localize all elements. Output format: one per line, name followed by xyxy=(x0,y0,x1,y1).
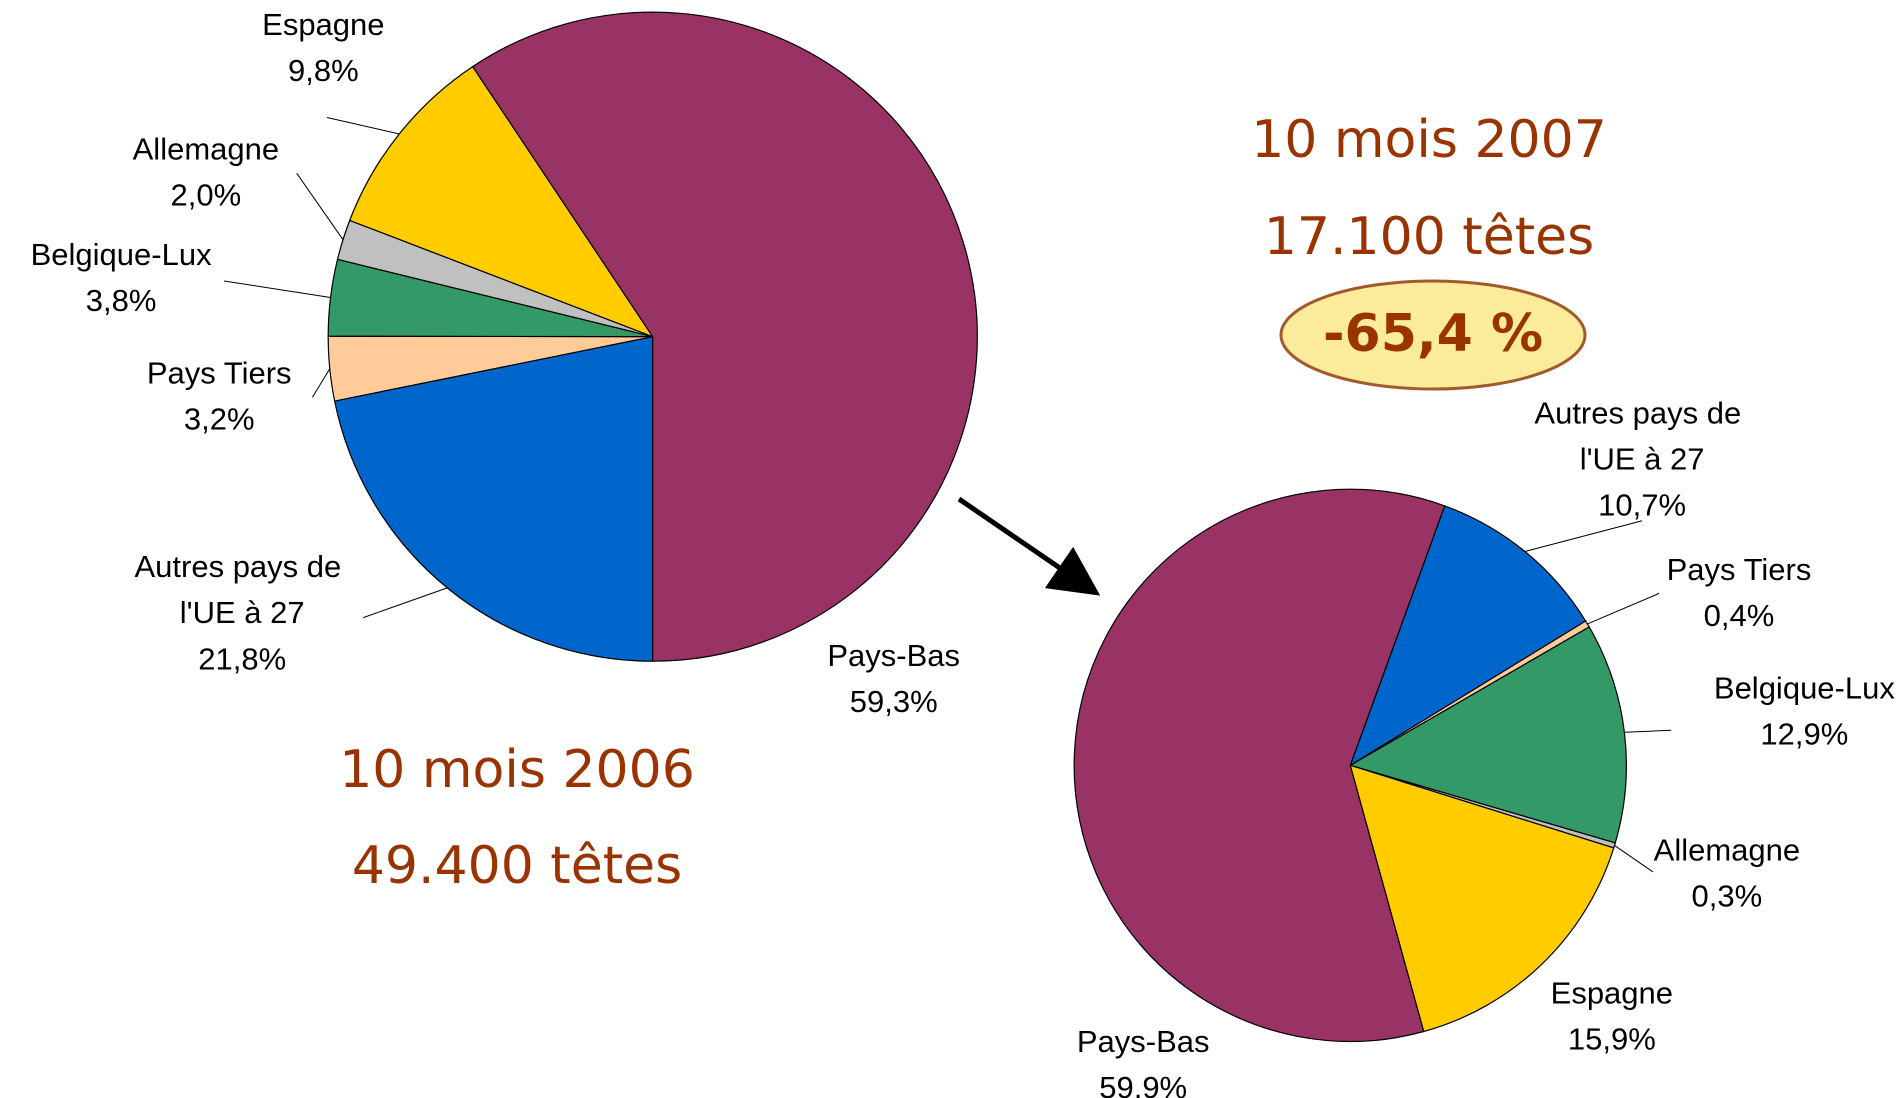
value-label: 3,2% xyxy=(184,402,255,437)
slice-label: Belgique-Lux xyxy=(1714,670,1895,705)
slice-label: Autres pays de l'UE à 27 xyxy=(134,549,349,630)
leader-line xyxy=(1587,592,1660,625)
slice-label: Belgique-Lux xyxy=(31,237,212,272)
pie-slice xyxy=(1073,488,1446,1043)
chart-title: 10 mois 2006 xyxy=(339,740,695,800)
slice-label: Pays Tiers xyxy=(1667,552,1812,587)
slice-label: Pays Tiers xyxy=(147,356,292,391)
leader-line xyxy=(326,116,400,135)
value-label: 15,9% xyxy=(1568,1022,1656,1057)
annotation: -65,4 % xyxy=(1323,304,1543,364)
label-line: Autres pays de xyxy=(1534,396,1749,431)
pie-slice xyxy=(1349,764,1615,1033)
leader-line xyxy=(223,280,331,298)
slice-label: Allemagne xyxy=(1654,833,1800,868)
label-line: Autres pays de xyxy=(134,549,349,584)
leader-line xyxy=(1624,729,1672,733)
chart-title: 10 mois 2007 xyxy=(1251,110,1607,170)
value-label: 21,8% xyxy=(198,641,286,676)
slice-label: Espagne xyxy=(262,7,384,42)
pie-slice xyxy=(471,11,978,662)
leader-line xyxy=(1524,520,1643,552)
value-label: 59,3% xyxy=(850,684,938,719)
leader-line xyxy=(1614,844,1654,873)
label-line: l'UE à 27 xyxy=(1580,442,1705,477)
pie-slice xyxy=(1348,626,1627,844)
label-line: l'UE à 27 xyxy=(180,595,305,630)
value-label: 0,3% xyxy=(1692,879,1763,914)
leader-line xyxy=(363,587,448,619)
value-label: 3,8% xyxy=(86,283,157,318)
badge xyxy=(1279,279,1587,391)
value-label: 2,0% xyxy=(171,178,242,213)
value-label: 0,4% xyxy=(1704,598,1775,633)
slice-label: Autres pays de l'UE à 27 xyxy=(1534,396,1749,477)
slice-label: Allemagne xyxy=(133,132,279,167)
chart-subtitle: 17.100 têtes xyxy=(1264,207,1594,267)
leader-line xyxy=(312,368,331,398)
slice-label: Pays-Bas xyxy=(827,638,960,673)
leader-line xyxy=(296,172,344,240)
chart-subtitle: 49.400 têtes xyxy=(352,836,682,896)
value-label: 59,9% xyxy=(1099,1070,1187,1098)
slice-label: Pays-Bas xyxy=(1077,1024,1210,1059)
slice-label: Espagne xyxy=(1551,976,1673,1011)
value-label: 10,7% xyxy=(1598,488,1686,523)
value-label: 12,9% xyxy=(1760,716,1848,751)
value-label: 9,8% xyxy=(288,53,359,88)
arrow xyxy=(957,496,1101,596)
